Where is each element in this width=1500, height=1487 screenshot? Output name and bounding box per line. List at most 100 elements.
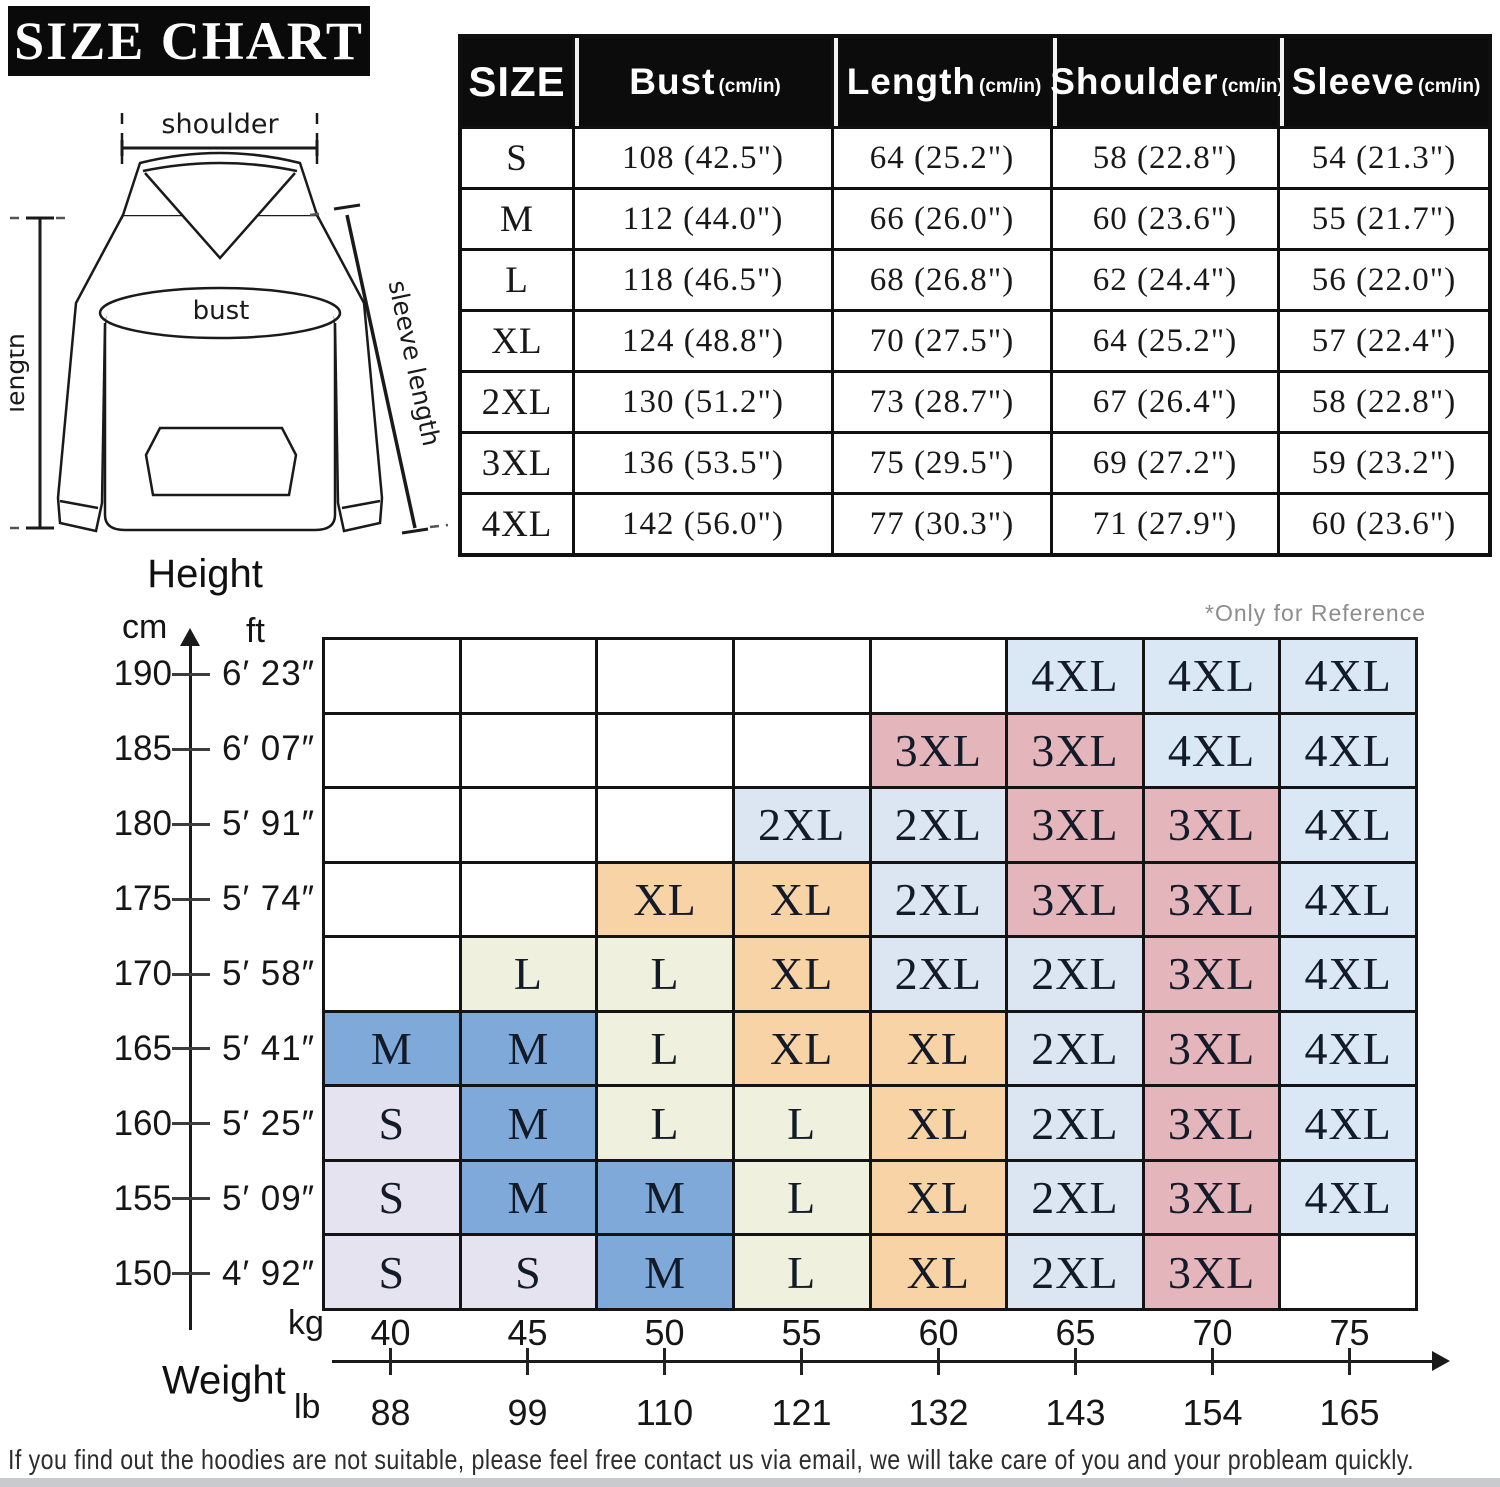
hw-cell-180-75: 4XL [1281,789,1415,861]
hw-cell-155-65: 2XL [1008,1161,1142,1234]
height-axis-line [189,646,192,1330]
hw-cell-165-45: M [461,1012,596,1085]
weight-kg-label: 75 [1329,1312,1370,1353]
hw-cell-180-50 [598,789,732,861]
size-row-label: 4XL [462,495,572,553]
height-tick [172,1272,210,1276]
size-table: SIZE Bust (cm/in) Length (cm/in) Shoulder (cm/… [458,34,1492,557]
bust-label: bust [193,296,250,326]
height-cm-label: 190 [113,654,172,694]
size-table-cell: 136 (53.5") [575,434,831,492]
height-tick [172,747,210,751]
weight-lb-label: 132 [908,1392,969,1433]
hw-cell-175-70: 3XL [1144,863,1279,936]
hw-cell-170-45: L [461,938,596,1010]
hw-cell-160-55: L [734,1087,869,1159]
height-ft-label: 5′ 09″ [222,1178,316,1218]
hw-cell-175-75: 4XL [1281,863,1415,936]
size-table-header-size: SIZE [462,38,572,126]
weight-tick [1348,1348,1351,1375]
weight-unit-kg: kg [288,1304,324,1342]
bust-label-backing [186,295,256,325]
height-cm-label: 170 [113,954,172,993]
size-table-cell: 58 (22.8") [1053,129,1277,187]
size-table-header-shoulder: Shoulder (cm/in) [1050,38,1284,126]
hw-cell-190-75: 4XL [1281,640,1415,712]
height-unit-cm: cm [122,608,168,646]
hw-cell-185-65: 3XL [1008,714,1142,787]
weight-kg-label: 40 [370,1312,411,1353]
hoodie-diagram: shoulder bust length sleeve length [10,109,449,535]
size-table-cell: 69 (27.2") [1053,434,1277,492]
weight-axis-arrow-icon [1432,1351,1450,1371]
size-table-header-bust: Bust (cm/in) [575,38,831,126]
size-table-cell: 73 (28.7") [834,373,1050,431]
size-table-header-unit: (cm/in) [1418,76,1481,97]
weight-kg-label: 50 [644,1312,685,1353]
weight-lb-label: 88 [370,1392,411,1433]
weight-tick [663,1348,666,1375]
hw-cell-155-70: 3XL [1144,1161,1279,1234]
height-ft-label: 5′ 58″ [222,954,316,993]
size-table-cell: 68 (26.8") [834,251,1050,309]
weight-tick [1074,1348,1077,1375]
hw-cell-185-60: 3XL [871,714,1006,787]
hw-cell-180-40 [325,789,459,861]
hw-cell-150-45: S [461,1236,596,1308]
height-ft-label: 6′ 23″ [222,654,316,694]
size-table-header-unit: (cm/in) [979,76,1042,97]
hw-cell-155-60: XL [871,1161,1006,1234]
height-tick [172,822,210,826]
height-cm-label: 175 [113,879,172,919]
hw-cell-160-60: XL [871,1087,1006,1159]
hw-cell-190-40 [325,640,459,712]
size-table-cell: 56 (22.0") [1280,251,1488,309]
banner: SIZE CHART [8,6,370,76]
hw-cell-165-70: 3XL [1144,1012,1279,1085]
hw-cell-180-70: 3XL [1144,789,1279,861]
size-table-cell: 54 (21.3") [1280,129,1488,187]
hw-cell-190-55 [734,640,869,712]
hw-cell-170-40 [325,938,459,1010]
hw-cell-160-45: M [461,1087,596,1159]
height-ft-label: 5′ 91″ [222,804,316,844]
size-table-cell: 64 (25.2") [1053,312,1277,370]
size-row-label: 2XL [462,373,572,431]
hw-cell-155-40: S [325,1161,459,1234]
weight-unit-lb: lb [294,1388,321,1426]
size-table-header-name: Bust [629,61,716,102]
height-ft-label: 6′ 07″ [222,729,316,769]
size-table-cell: 71 (27.9") [1053,495,1277,553]
height-cm-label: 185 [113,729,172,769]
hw-cell-165-60: XL [871,1012,1006,1085]
weight-lb-label: 143 [1045,1392,1106,1433]
disclaimer-text: If you find out the hoodies are not suit… [8,1444,1414,1475]
size-table-cell: 130 (51.2") [575,373,831,431]
hw-cell-170-60: 2XL [871,938,1006,1010]
hw-cell-155-50: M [598,1161,732,1234]
height-tick [172,1122,210,1126]
hw-cell-160-50: L [598,1087,732,1159]
size-table-cell: 118 (46.5") [575,251,831,309]
size-table-cell: 58 (22.8") [1280,373,1488,431]
hw-cell-190-45 [461,640,596,712]
hw-cell-175-60: 2XL [871,863,1006,936]
hw-cell-190-65: 4XL [1008,640,1142,712]
size-table-cell: 66 (26.0") [834,190,1050,248]
size-table-header-name: SIZE [468,58,566,105]
hw-cell-190-60 [871,640,1006,712]
hw-cell-185-55 [734,714,869,787]
hw-cell-160-65: 2XL [1008,1087,1142,1159]
size-table-cell: 59 (23.2") [1280,434,1488,492]
weight-axis-line [332,1360,1434,1363]
hw-cell-165-65: 2XL [1008,1012,1142,1085]
height-ft-label: 4′ 92″ [222,1253,316,1293]
size-table-cell: 75 (29.5") [834,434,1050,492]
size-table-cell: 55 (21.7") [1280,190,1488,248]
hw-cell-170-75: 4XL [1281,938,1415,1010]
size-table-header-sleeve: Sleeve (cm/in) [1280,38,1488,126]
size-table-cell: 64 (25.2") [834,129,1050,187]
size-table-cell: 67 (26.4") [1053,373,1277,431]
hw-cell-175-45 [461,863,596,936]
size-table-cell: 57 (22.4") [1280,312,1488,370]
